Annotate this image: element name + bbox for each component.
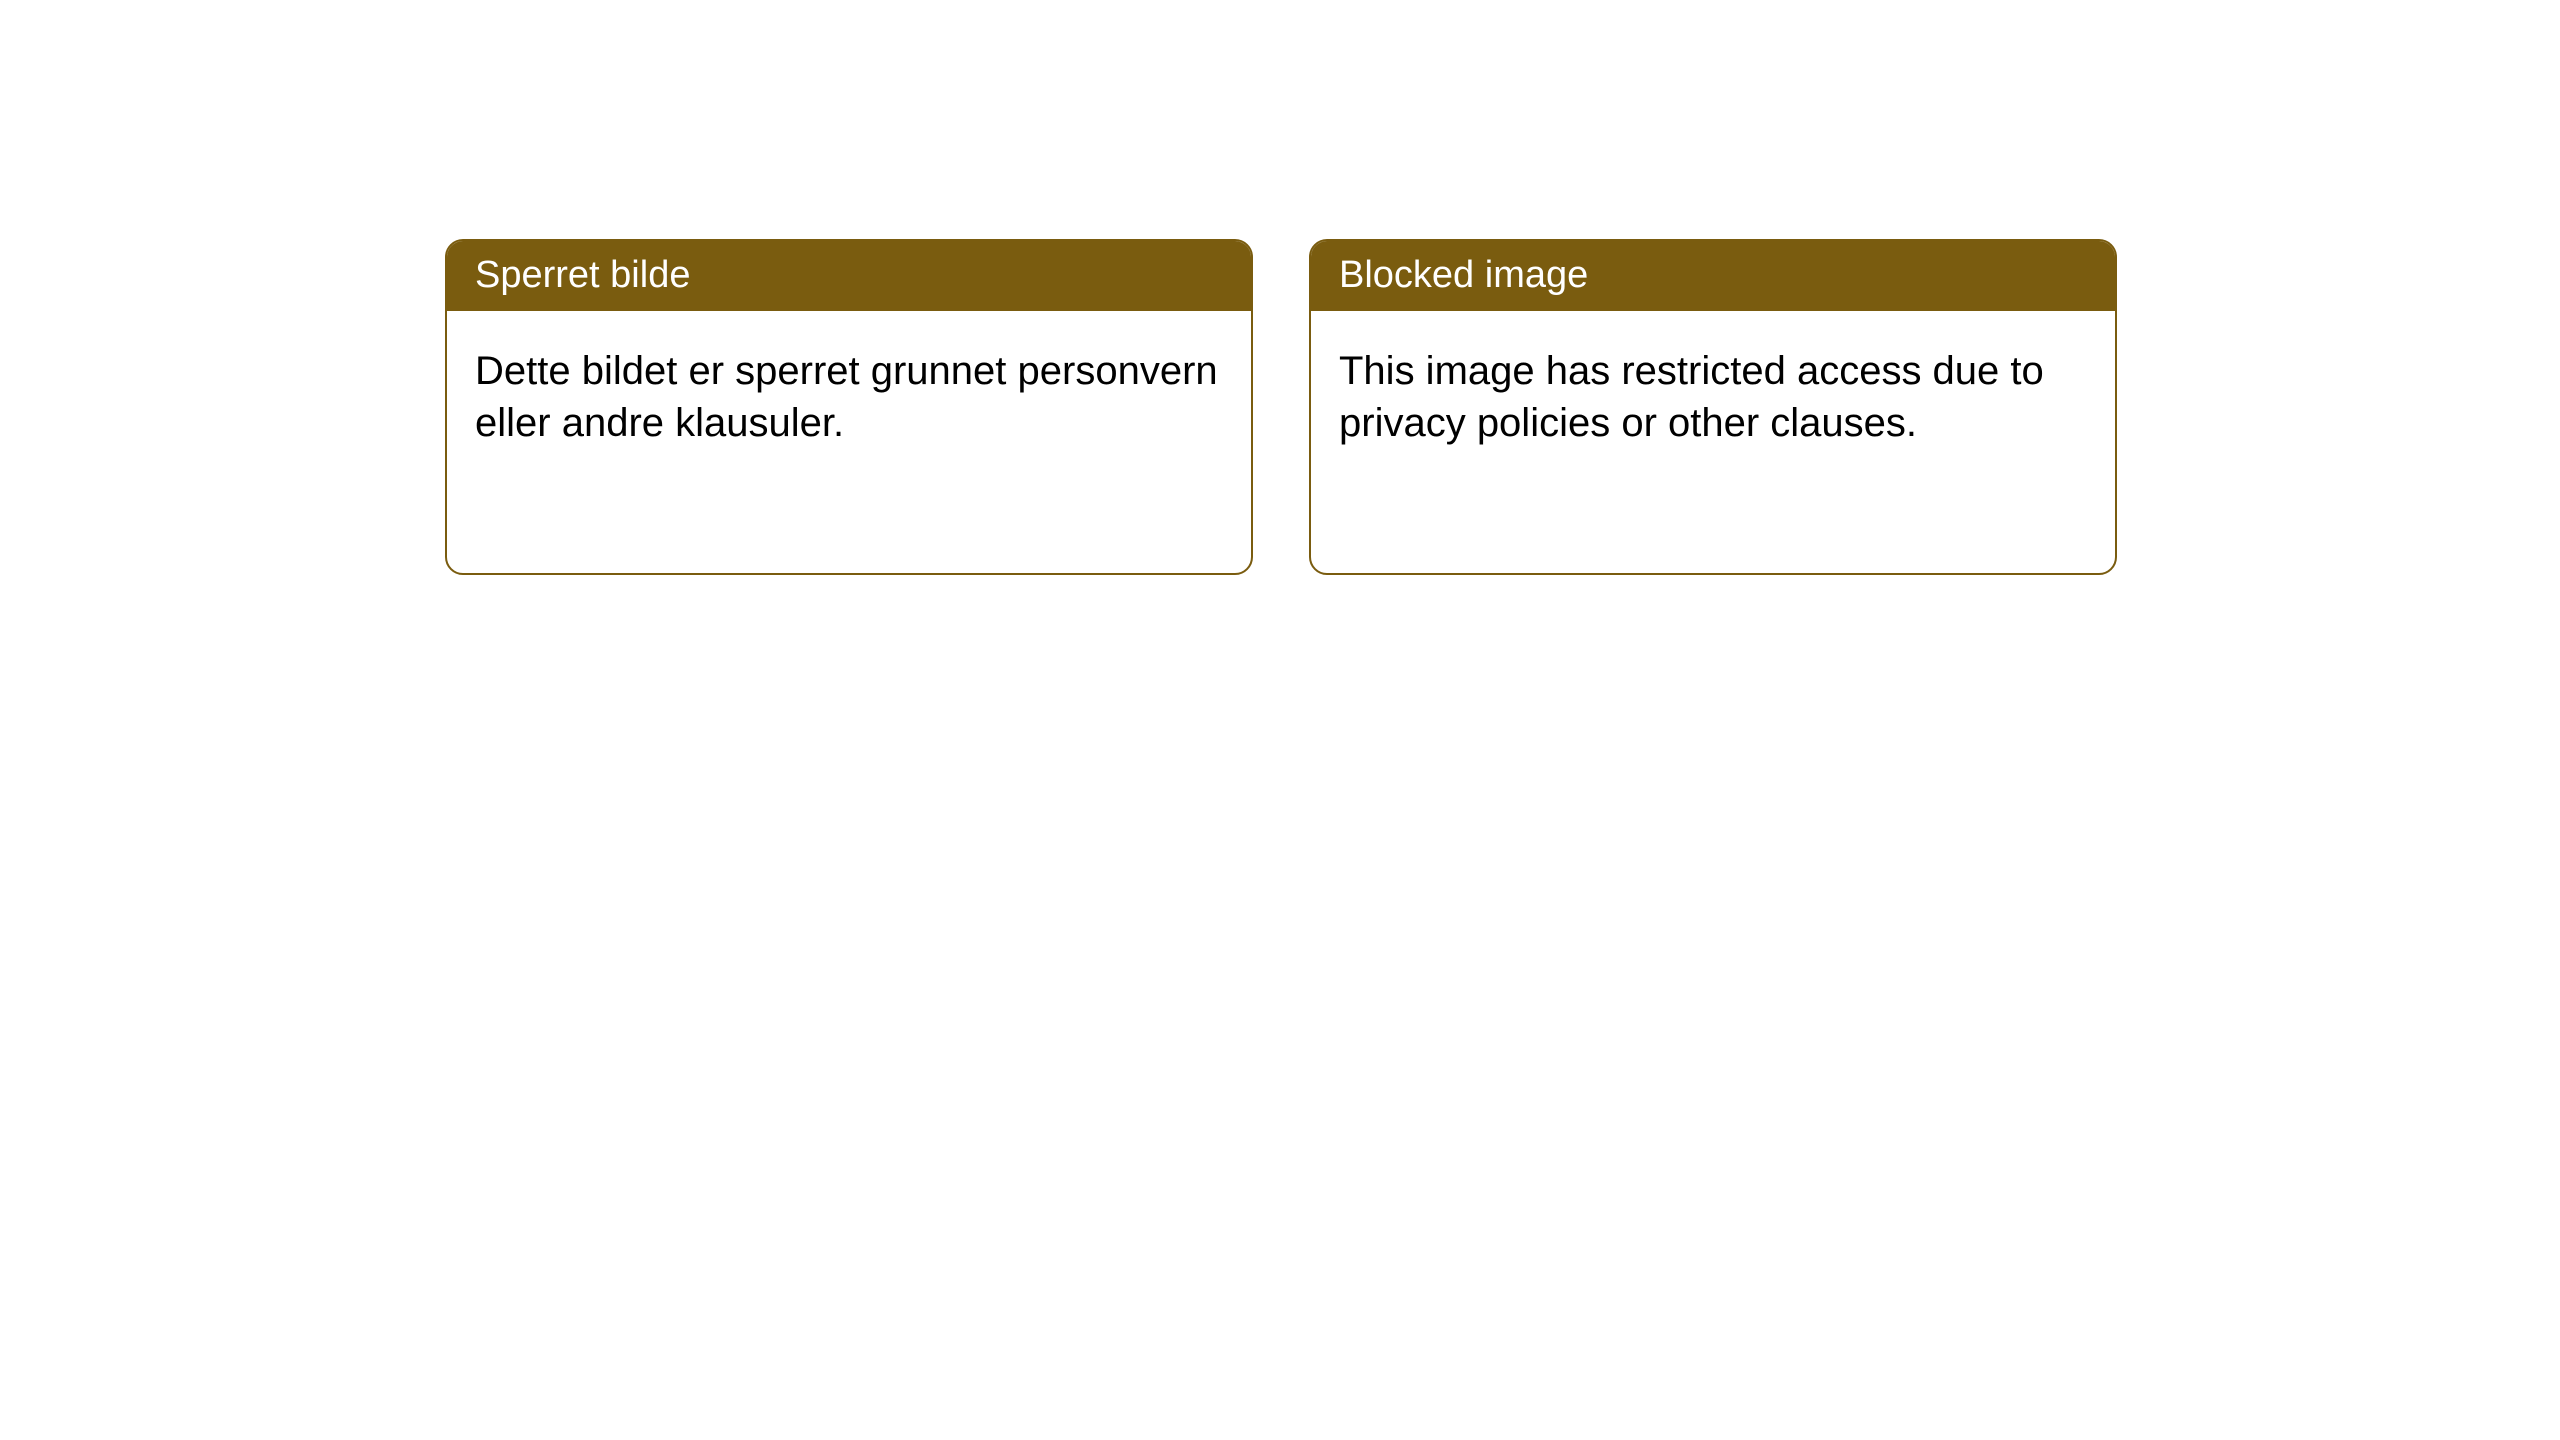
card-body-norwegian: Dette bildet er sperret grunnet personve… bbox=[447, 311, 1251, 483]
card-title-english: Blocked image bbox=[1311, 241, 2115, 311]
card-body-english: This image has restricted access due to … bbox=[1311, 311, 2115, 483]
blocked-image-card-norwegian: Sperret bilde Dette bildet er sperret gr… bbox=[445, 239, 1253, 575]
blocked-image-card-english: Blocked image This image has restricted … bbox=[1309, 239, 2117, 575]
notice-container: Sperret bilde Dette bildet er sperret gr… bbox=[445, 239, 2117, 575]
card-title-norwegian: Sperret bilde bbox=[447, 241, 1251, 311]
